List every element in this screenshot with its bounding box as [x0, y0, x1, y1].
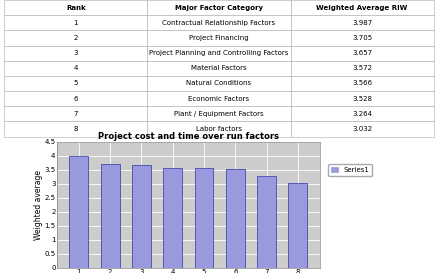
- Y-axis label: Weighted average: Weighted average: [34, 170, 43, 240]
- Bar: [132, 165, 151, 268]
- Legend: Series1: Series1: [328, 164, 372, 176]
- Bar: [289, 183, 307, 268]
- Title: Project cost and time over run factors: Project cost and time over run factors: [98, 132, 279, 141]
- Bar: [163, 168, 182, 268]
- Bar: [101, 164, 120, 268]
- Bar: [226, 169, 245, 268]
- Bar: [194, 168, 213, 268]
- Bar: [70, 156, 88, 268]
- Bar: [257, 176, 276, 268]
